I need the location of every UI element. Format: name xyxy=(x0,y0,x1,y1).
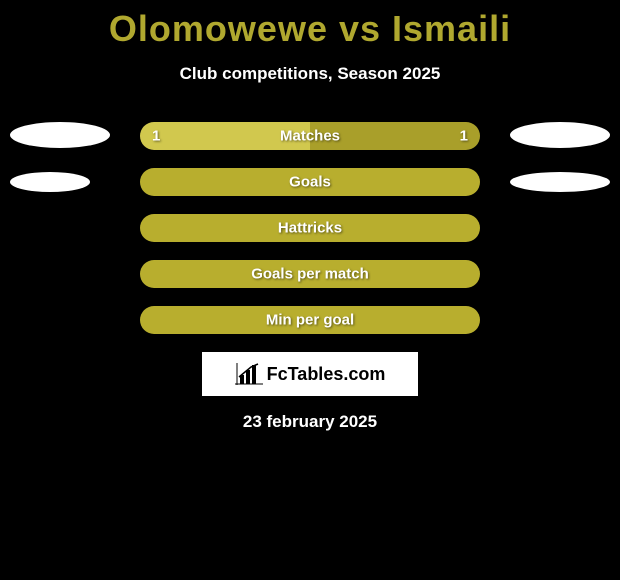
page-title: Olomowewe vs Ismaili xyxy=(0,0,620,50)
stat-pill: Goals xyxy=(140,168,480,196)
stat-row: Goals per match xyxy=(0,260,620,290)
date-text: 23 february 2025 xyxy=(0,412,620,432)
ellipse-left xyxy=(10,172,90,192)
stat-label: Min per goal xyxy=(266,312,354,329)
stat-pill: Hattricks xyxy=(140,214,480,242)
logo-text: FcTables.com xyxy=(267,364,386,385)
bar-chart-icon xyxy=(235,363,263,385)
pill-left-half xyxy=(140,168,310,196)
stat-label: Matches xyxy=(280,128,340,145)
stat-value-left: 1 xyxy=(152,128,160,145)
stat-pill: Min per goal xyxy=(140,306,480,334)
ellipse-right xyxy=(510,122,610,148)
logo-box: FcTables.com xyxy=(202,352,418,396)
stat-row: Goals xyxy=(0,168,620,198)
stat-value-right: 1 xyxy=(460,128,468,145)
stat-row: Hattricks xyxy=(0,214,620,244)
stat-label: Goals per match xyxy=(251,266,369,283)
stat-rows-container: Matches 1 1 Goals Hattricks Goals per match Mi… xyxy=(0,122,620,336)
ellipse-right xyxy=(510,172,610,192)
stat-pill: Matches 1 1 xyxy=(140,122,480,150)
pill-right-half xyxy=(310,168,480,196)
stat-row: Matches 1 1 xyxy=(0,122,620,152)
stat-pill: Goals per match xyxy=(140,260,480,288)
stat-row: Min per goal xyxy=(0,306,620,336)
subtitle: Club competitions, Season 2025 xyxy=(0,64,620,84)
stat-label: Goals xyxy=(289,174,331,191)
ellipse-left xyxy=(10,122,110,148)
stat-label: Hattricks xyxy=(278,220,342,237)
logo: FcTables.com xyxy=(235,363,386,385)
